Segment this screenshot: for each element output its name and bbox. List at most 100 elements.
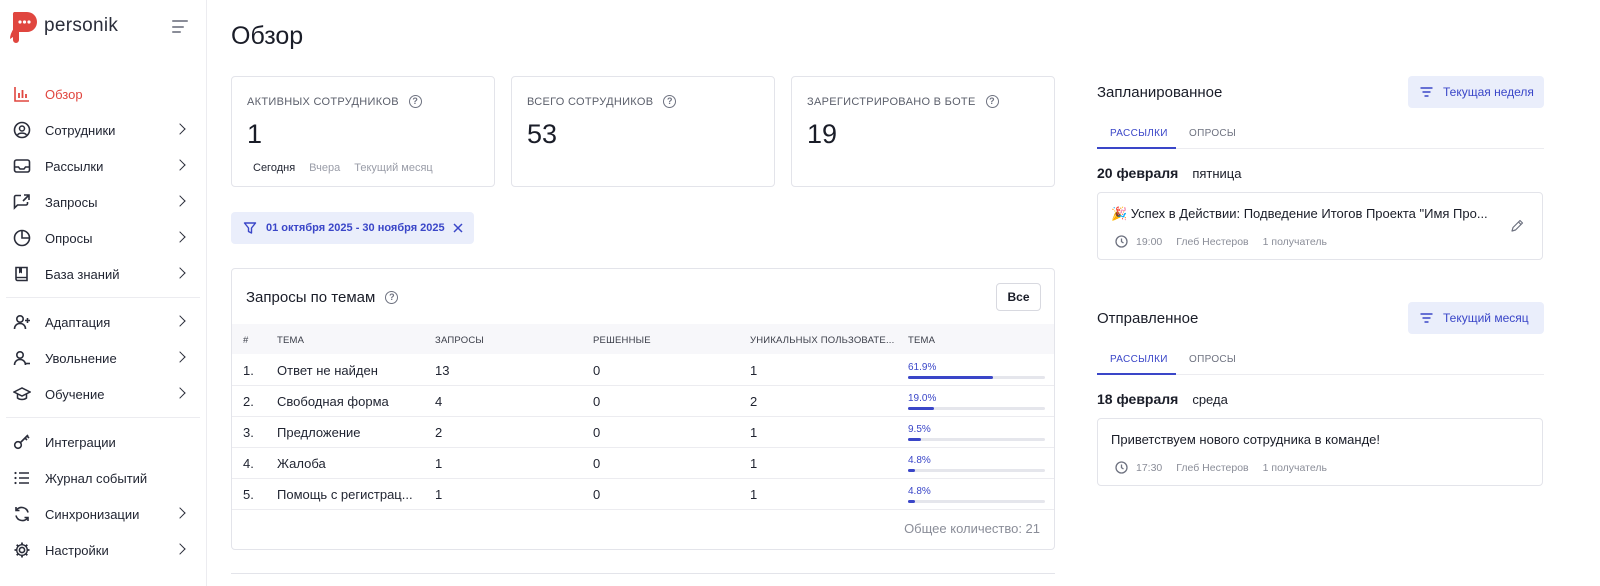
row-solved: 0	[593, 394, 601, 409]
filter-lines-icon	[1420, 87, 1433, 97]
sidebar-item-event-log[interactable]: Журнал событий	[0, 460, 206, 496]
tab-mailings[interactable]: РАССЫЛКИ	[1110, 354, 1168, 365]
help-icon[interactable]: ?	[985, 95, 999, 108]
inbox-icon	[12, 156, 32, 176]
row-topic: Жалоба	[277, 456, 326, 471]
row-solved: 0	[593, 456, 601, 471]
tab-surveys[interactable]: ОПРОСЫ	[1189, 128, 1237, 139]
sidebar-item-settings[interactable]: Настройки	[0, 532, 206, 568]
help-icon[interactable]: ?	[663, 95, 677, 108]
logo-icon	[10, 12, 37, 43]
column-header: ТЕМА	[277, 335, 305, 346]
sidebar-item-label: Настройки	[45, 542, 109, 558]
stat-label: ЗАРЕГИСТРИРОВАНО В БОТЕ	[807, 95, 976, 108]
planned-tabs: РАССЫЛКИ ОПРОСЫ	[1097, 121, 1544, 149]
share-bar	[908, 500, 1045, 503]
sidebar-item-requests[interactable]: Запросы	[0, 184, 206, 220]
sync-icon	[12, 504, 32, 524]
sidebar-item-label: Обзор	[45, 86, 83, 102]
row-percent: 19.0%	[908, 393, 937, 404]
edit-icon[interactable]	[1510, 219, 1524, 233]
help-icon[interactable]: ?	[408, 95, 422, 108]
sent-event-card[interactable]: Приветствуем нового сотрудника в команде…	[1097, 418, 1543, 486]
row-number: 3.	[243, 425, 254, 440]
sidebar-item-surveys[interactable]: Опросы	[0, 220, 206, 256]
sent-tabs: РАССЫЛКИ ОПРОСЫ	[1097, 347, 1544, 375]
sidebar-item-dismissal[interactable]: Увольнение	[0, 340, 206, 376]
chevron-right-icon	[174, 507, 186, 519]
event-title: 🎉 Успех в Действии: Подведение Итогов Пр…	[1111, 206, 1488, 221]
user-circle-icon	[12, 120, 32, 140]
stat-label-wrap: ВСЕГО СОТРУДНИКОВ ?	[527, 95, 677, 108]
chevron-right-icon	[174, 351, 186, 363]
list-icon	[12, 468, 32, 488]
card-title-wrap: Запросы по темам ?	[246, 289, 399, 306]
event-title: Приветствуем нового сотрудника в команде…	[1111, 432, 1381, 447]
chevron-right-icon	[174, 231, 186, 243]
stat-card-total-employees: ВСЕГО СОТРУДНИКОВ ? 53	[511, 76, 775, 187]
row-number: 4.	[243, 456, 254, 471]
table-row: 3. Предложение 2 0 1 9.5%	[232, 417, 1054, 448]
stat-card-registered-in-bot: ЗАРЕГИСТРИРОВАНО В БОТЕ ? 19	[791, 76, 1055, 187]
show-all-button[interactable]: Все	[996, 283, 1041, 311]
sidebar-item-label: Журнал событий	[45, 470, 148, 486]
event-time: 19:00	[1136, 235, 1163, 248]
row-number: 1.	[243, 363, 254, 378]
tab-mailings[interactable]: РАССЫЛКИ	[1110, 128, 1168, 139]
filter-icon	[243, 222, 257, 234]
row-requests: 1	[435, 456, 443, 471]
next-card-edge	[231, 573, 1055, 574]
period-current-month[interactable]: Текущий месяц	[354, 162, 433, 174]
sent-title: Отправленное	[1097, 310, 1199, 327]
sidebar-item-sync[interactable]: Синхронизации	[0, 496, 206, 532]
sent-date: 18 февраля среда	[1097, 391, 1228, 407]
sidebar-item-label: База знаний	[45, 266, 120, 282]
sidebar-item-mailings[interactable]: Рассылки	[0, 148, 206, 184]
stat-label-wrap: ЗАРЕГИСТРИРОВАНО В БОТЕ ?	[807, 95, 999, 108]
period-yesterday[interactable]: Вчера	[309, 162, 341, 174]
event-meta: 19:00 Глеб Нестеров 1 получатель	[1115, 235, 1327, 248]
period-today[interactable]: Сегодня	[253, 162, 296, 174]
table-row: 5. Помощь с регистрац... 1 0 1 4.8%	[232, 479, 1054, 510]
sidebar-item-training[interactable]: Обучение	[0, 376, 206, 412]
help-icon[interactable]: ?	[385, 291, 399, 304]
date-filter-chip[interactable]: 01 октября 2025 - 30 ноября 2025	[231, 212, 474, 244]
share-bar	[908, 438, 1045, 441]
share-bar	[908, 469, 1045, 472]
date: 18 февраля	[1097, 391, 1179, 407]
chevron-right-icon	[174, 123, 186, 135]
share-bar	[908, 407, 1045, 410]
menu-toggle-icon[interactable]	[172, 20, 188, 33]
sidebar-item-knowledge-base[interactable]: База знаний	[0, 256, 206, 292]
row-requests: 2	[435, 425, 443, 440]
sidebar-item-label: Синхронизации	[45, 506, 140, 522]
week-filter-button[interactable]: Текущая неделя	[1408, 76, 1544, 108]
planned-date: 20 февраля пятница	[1097, 165, 1241, 181]
close-icon[interactable]	[451, 221, 465, 235]
sidebar-item-adaptation[interactable]: Адаптация	[0, 304, 206, 340]
stat-value: 1	[247, 119, 263, 149]
user-minus-icon	[12, 348, 32, 368]
row-topic: Свободная форма	[277, 394, 389, 409]
row-number: 5.	[243, 487, 254, 502]
sidebar-item-integrations[interactable]: Интеграции	[0, 424, 206, 460]
clock-icon	[1115, 461, 1128, 474]
stat-label: АКТИВНЫХ СОТРУДНИКОВ	[247, 95, 399, 108]
logo[interactable]: personik	[8, 8, 118, 44]
event-recipients: 1 получатель	[1262, 461, 1327, 474]
month-filter-button[interactable]: Текущий месяц	[1408, 302, 1544, 334]
gear-icon	[12, 540, 32, 560]
column-header: УНИКАЛЬНЫХ ПОЛЬЗОВАТЕ...	[750, 335, 895, 346]
column-header: РЕШЕННЫЕ	[593, 335, 651, 346]
sidebar-item-overview[interactable]: Обзор	[0, 76, 206, 112]
row-percent: 4.8%	[908, 486, 931, 497]
date: 20 февраля	[1097, 165, 1179, 181]
sidebar: personik Обзор Сотрудники Рассылки	[0, 0, 207, 586]
tab-surveys[interactable]: ОПРОСЫ	[1189, 354, 1237, 365]
chevron-right-icon	[174, 315, 186, 327]
active-tab-indicator	[1097, 373, 1176, 375]
planned-title: Запланированное	[1097, 84, 1223, 101]
sidebar-item-employees[interactable]: Сотрудники	[0, 112, 206, 148]
stat-label: ВСЕГО СОТРУДНИКОВ	[527, 95, 654, 108]
planned-event-card[interactable]: 🎉 Успех в Действии: Подведение Итогов Пр…	[1097, 192, 1543, 260]
